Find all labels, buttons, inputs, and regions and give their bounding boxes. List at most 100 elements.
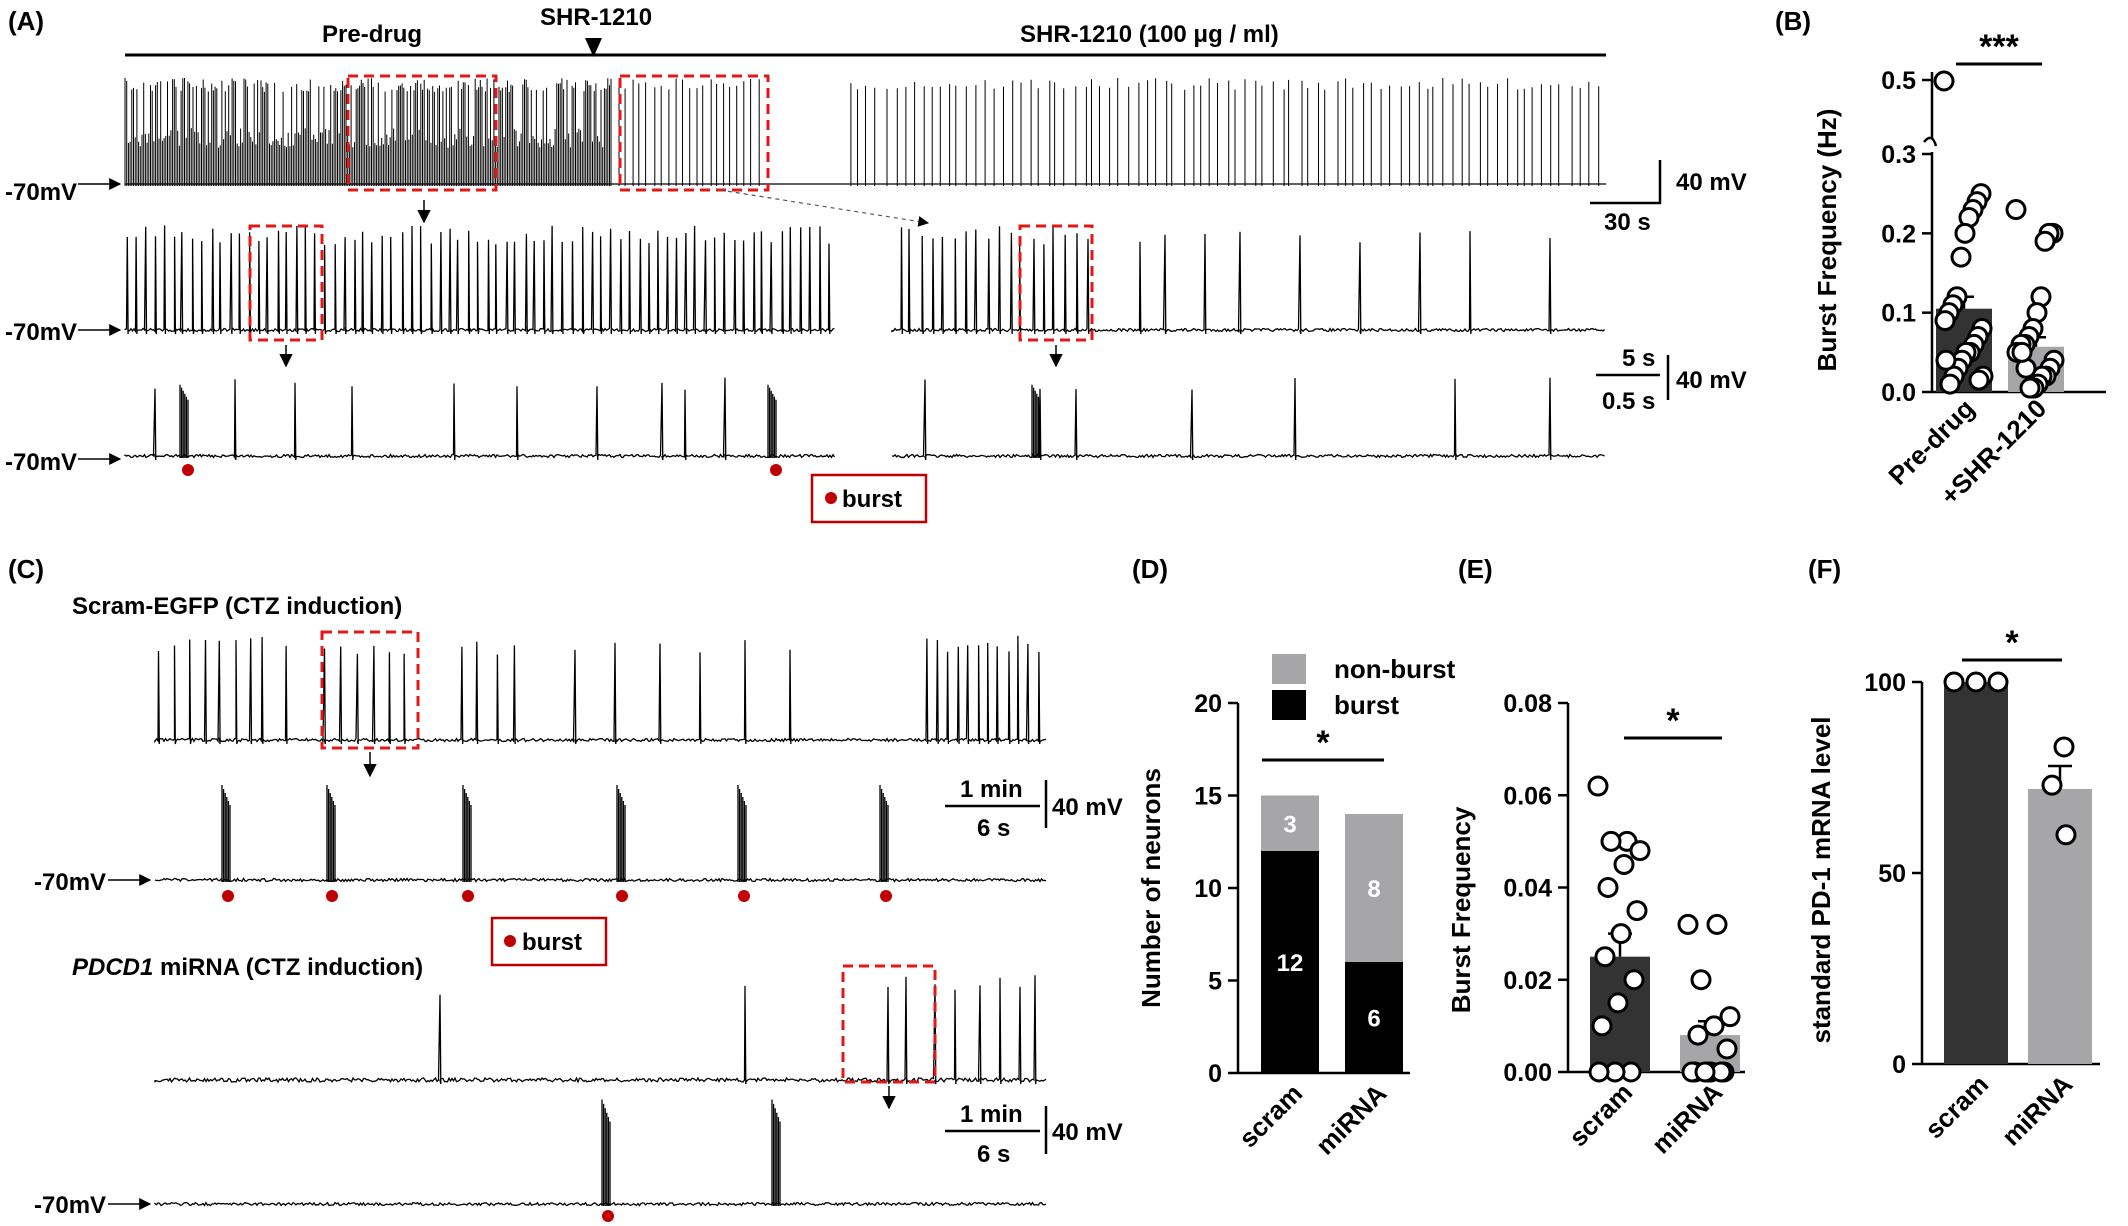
axis-break: [1923, 136, 1938, 147]
data-point: [1613, 853, 1635, 875]
trace-path: [610, 78, 1600, 186]
baseline-a2: -70mV: [5, 319, 77, 346]
panel-label: (E): [1458, 554, 1493, 584]
data-point: [1943, 671, 1965, 693]
legend-label: non-burst: [1334, 654, 1456, 684]
sig-label: *: [2005, 624, 2019, 662]
y-tick-label: 0.1: [1881, 300, 1916, 328]
bar-value-label: 3: [1283, 811, 1296, 838]
burst-path: [1031, 384, 1041, 458]
panel-label-a: (A): [8, 6, 44, 36]
y-tick-label: 0.5: [1881, 67, 1916, 95]
bar-non-burst: [1261, 795, 1319, 851]
burst-marker: [616, 890, 628, 902]
data-point: [1677, 913, 1699, 935]
y-tick-label: 0.08: [1503, 690, 1552, 718]
drug-onset-arrow: [585, 38, 602, 57]
trace-path: [891, 226, 1605, 335]
data-point: [1591, 1015, 1613, 1037]
burst-marker-a2: [770, 464, 782, 476]
chart-d: (D) 0 5 10 15 20 Number of neurons scram miRNA 12…: [1132, 554, 1456, 1161]
pre-drug-label: Pre-drug: [322, 21, 422, 48]
data-point: [1950, 246, 1972, 268]
burst-path: [616, 785, 626, 882]
drug-dose-label: SHR-1210 (100 μg / ml): [1020, 21, 1279, 48]
x-tick-label: miRNA: [1996, 1069, 2079, 1152]
x-tick-label: miRNA: [1310, 1078, 1393, 1161]
y-tick-label: 0: [1208, 1060, 1222, 1088]
burst-marker-c2: [602, 1210, 614, 1222]
scale-t2-c1: 6 s: [977, 815, 1010, 842]
sig-label: ***: [1979, 28, 2019, 66]
trace-path: [124, 377, 836, 461]
data-point: [1716, 1038, 1738, 1060]
sig-label: *: [1316, 724, 1330, 762]
burst-path: [462, 785, 472, 882]
y-tick-label: 0.3: [1881, 141, 1916, 169]
zoom-arrow-a2: [719, 189, 930, 227]
burst-path: [767, 384, 777, 458]
y-tick-label: 0.04: [1503, 875, 1552, 903]
trace-path: [154, 975, 1047, 1085]
baseline-c2: -70mV: [34, 1192, 106, 1219]
bar-value-label: 12: [1277, 950, 1304, 977]
burst-path: [601, 1099, 611, 1206]
trace-path: [154, 1201, 1047, 1207]
burst-path: [771, 1099, 781, 1206]
baseline-c1: -70mV: [34, 869, 106, 896]
y-axis-title: standard PD-1 mRNA level: [1806, 716, 1836, 1043]
burst-legend-text-a: burst: [842, 486, 902, 513]
burst-marker: [738, 890, 750, 902]
data-point: [1607, 992, 1629, 1014]
y-tick-label: 15: [1194, 783, 1222, 811]
bar: [1944, 682, 2008, 1064]
burst-legend-dot-a: [825, 492, 837, 504]
sig-label: *: [1666, 702, 1680, 740]
trace-path: [154, 877, 1047, 883]
data-point: [1987, 671, 2009, 693]
burst-markers-c1: [222, 890, 892, 902]
burst-path: [221, 785, 231, 882]
burst-path: [179, 384, 189, 458]
zoom-box-a4: [1018, 224, 1094, 342]
burst-legend-text-c: burst: [522, 929, 582, 956]
burst-marker: [222, 890, 234, 902]
zoom-box-a1: [346, 74, 498, 192]
y-tick-label: 50: [1878, 860, 1906, 888]
data-point: [1939, 373, 1961, 395]
x-tick-label: miRNA: [1646, 1077, 1729, 1160]
scale-v-c1: 40 mV: [1052, 794, 1123, 821]
trace-a-row3: [124, 377, 1605, 461]
scale-v-c2: 40 mV: [1052, 1119, 1123, 1146]
chart-f: (F) 0 50 100 standard PD-1 mRNA level scram mi…: [1806, 554, 2100, 1152]
bar-value-label: 6: [1367, 1006, 1380, 1033]
panel-label: (D): [1132, 554, 1168, 584]
zoom-box-a3: [248, 224, 324, 342]
y-tick-label: 20: [1194, 690, 1222, 718]
y-axis-title: Burst Frequency: [1446, 806, 1476, 1013]
data-point: [1600, 830, 1622, 852]
burst-marker: [462, 890, 474, 902]
trace-path: [154, 635, 1047, 745]
trace-c-row2: [154, 785, 1047, 883]
mirna-title-gene: PDCD1: [72, 954, 153, 981]
scale-t2-c2: 6 s: [977, 1141, 1010, 1168]
scale-t-a1: 30 s: [1604, 209, 1651, 236]
panel-c: (C) Scram-EGFP (CTZ induction) -70mV 1 m…: [8, 554, 1123, 1222]
bar-burst: [1261, 851, 1319, 1073]
legend-label: burst: [1334, 690, 1399, 720]
bar-value-label: 8: [1367, 876, 1380, 903]
y-tick-label: 5: [1208, 968, 1222, 996]
data-point: [1588, 1061, 1610, 1083]
panel-label-b: (B): [1775, 6, 1811, 36]
x-tick-label: scram: [1563, 1077, 1638, 1152]
burst-marker-a1: [182, 464, 194, 476]
zoom-box-c1: [320, 630, 420, 750]
drug-label: SHR-1210: [540, 4, 652, 31]
scale-v-a2: 40 mV: [1676, 367, 1747, 394]
y-tick-label: 0.02: [1503, 967, 1552, 995]
data-point: [1623, 969, 1645, 991]
trace-a-row1: [124, 78, 1606, 186]
scale-v-a1: 40 mV: [1676, 169, 1747, 196]
